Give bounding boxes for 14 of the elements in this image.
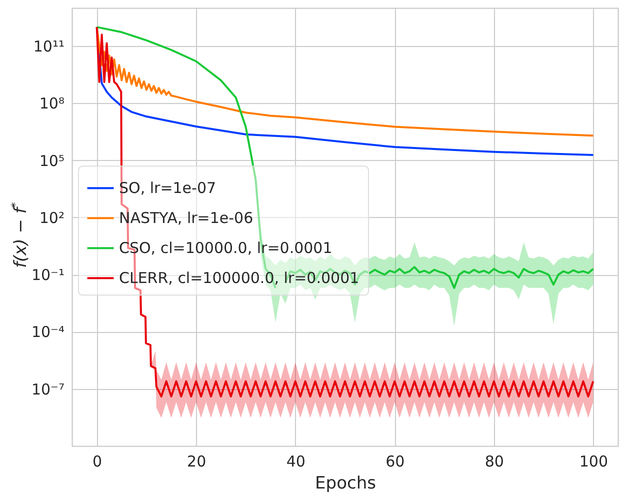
y-tick-label: 10⁵ bbox=[39, 152, 64, 170]
y-tick-label: 10⁻⁷ bbox=[31, 380, 64, 398]
x-tick-label: 80 bbox=[484, 452, 504, 470]
y-tick-label: 10¹¹ bbox=[33, 38, 64, 56]
y-tick-label: 10⁸ bbox=[39, 94, 64, 113]
x-axis-title: Epochs bbox=[315, 474, 376, 494]
y-tick-label: 10⁻¹ bbox=[31, 266, 64, 284]
x-tick-label: 100 bbox=[579, 452, 608, 470]
x-tick-label: 60 bbox=[386, 452, 405, 470]
x-tick-label: 20 bbox=[187, 452, 206, 470]
x-tick-label: 0 bbox=[92, 452, 102, 470]
y-tick-label: 10² bbox=[39, 208, 64, 227]
y-tick-label: 10⁻⁴ bbox=[31, 323, 64, 342]
x-tick-label: 40 bbox=[286, 452, 306, 470]
